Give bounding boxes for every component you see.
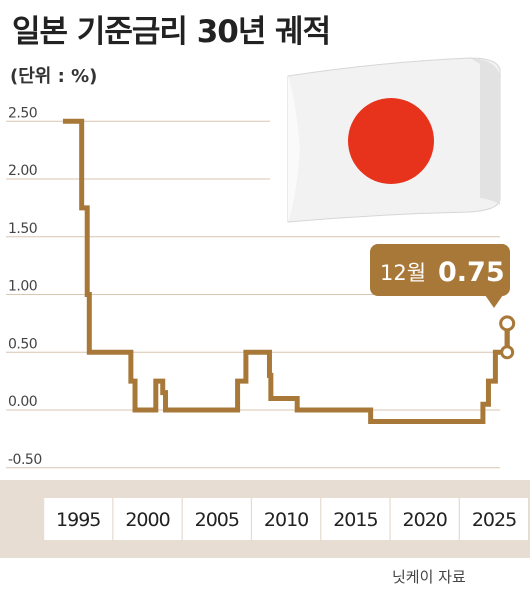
x-tick-label: 2015 bbox=[333, 509, 377, 531]
x-tick-label: 2020 bbox=[403, 509, 447, 531]
x-tick-box bbox=[460, 498, 528, 540]
x-tick-box bbox=[113, 498, 182, 540]
flag-sun-icon bbox=[348, 98, 434, 184]
x-tick-label: 2005 bbox=[195, 509, 239, 531]
latest-value-callout: 12월 0.75 bbox=[370, 244, 510, 308]
x-tick-box bbox=[321, 498, 390, 540]
chart-title: 일본 기준금리 30년 궤적 bbox=[12, 14, 331, 50]
x-tick-box bbox=[390, 498, 459, 540]
x-tick-box bbox=[182, 498, 251, 540]
x-tick-label: 2000 bbox=[125, 509, 169, 531]
x-tick-box bbox=[252, 498, 321, 540]
previous-rate-marker bbox=[500, 345, 515, 360]
unit-label: (단위 : %) bbox=[10, 66, 98, 87]
y-tick-label: 1.50 bbox=[8, 221, 37, 237]
callout-pointer bbox=[485, 295, 503, 308]
y-tick-label: 0.50 bbox=[8, 336, 37, 352]
rate-series-line bbox=[62, 118, 510, 425]
japan-flag-icon bbox=[287, 57, 501, 223]
source-label: 닛케이 자료 bbox=[392, 568, 466, 586]
y-tick-label: 1.00 bbox=[8, 279, 37, 295]
latest-rate-marker bbox=[499, 315, 516, 332]
x-tick-box bbox=[44, 498, 113, 540]
y-tick-label: -0.50 bbox=[8, 452, 42, 468]
callout-value: 0.75 bbox=[438, 257, 505, 288]
x-tick-label: 2025 bbox=[472, 509, 516, 531]
x-tick-label: 2010 bbox=[264, 509, 308, 531]
y-tick-label: 2.00 bbox=[8, 163, 37, 179]
x-tick-label: 1995 bbox=[56, 509, 100, 531]
y-tick-label: 2.50 bbox=[8, 105, 37, 121]
callout-box bbox=[370, 244, 510, 296]
callout-month: 12월 bbox=[380, 261, 426, 285]
y-tick-label: 0.00 bbox=[8, 394, 37, 410]
